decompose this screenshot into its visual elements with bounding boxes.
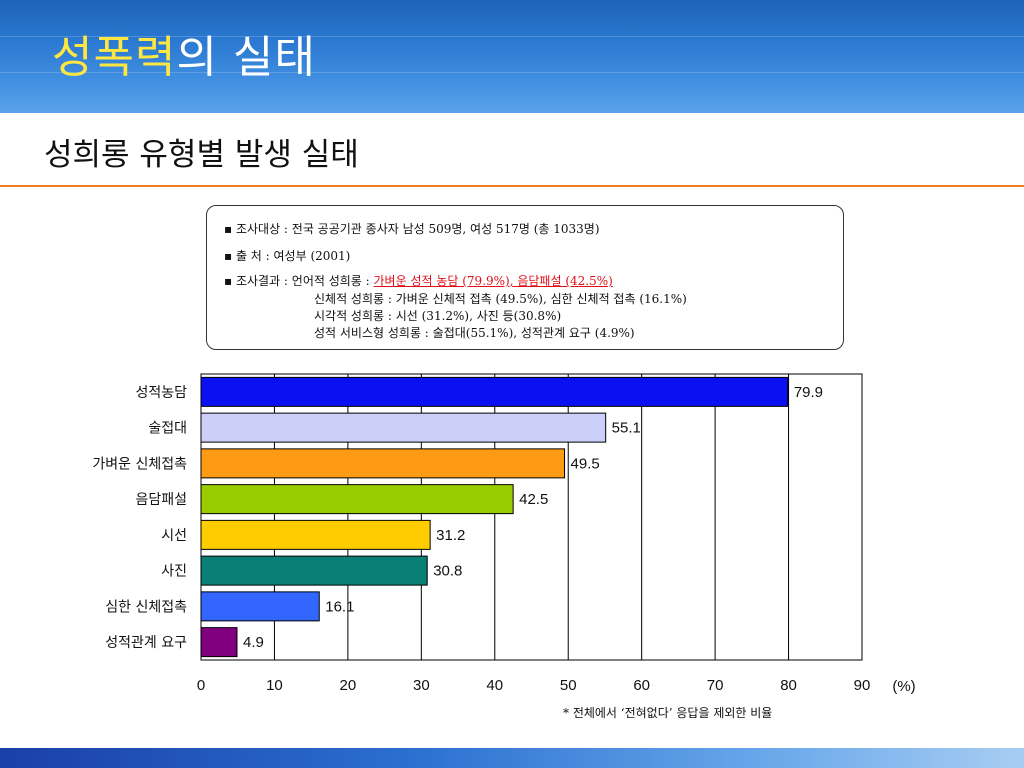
footnote: * 전체에서 ‘전혀없다’ 응답을 제외한 비율 [563,706,773,720]
divider [0,185,1024,187]
bar [200,519,431,550]
bar [200,627,238,658]
info-result-prefix: ▪ 조사결과 : 언어적 성희롱 : [224,274,374,288]
info-survey-target: ▪ 조사대상 : 전국 공공기관 종사자 남성 509명, 여성 517명 (총… [224,222,600,236]
category-label: 사진 [161,564,187,580]
x-unit-label: (%) [892,678,915,695]
bar-value-label: 30.8 [433,563,462,580]
footer-bar [0,748,1024,768]
category-label: 가벼운 신체접촉 [92,456,187,472]
bar-value-label: 42.5 [519,491,548,508]
info-result-physical: 신체적 성희롱 : 가벼운 신체적 접촉 (49.5%), 심한 신체적 접촉 … [314,292,687,306]
x-tick-label: 20 [340,677,357,694]
bar [200,448,566,479]
category-label: 술접대 [148,421,187,437]
chart-grid [273,374,790,660]
section-subtitle: 성희롱 유형별 발생 실태 [44,137,359,173]
bar-value-label: 31.2 [436,527,465,544]
category-label: 성적관계 요구 [105,635,187,651]
info-result-visual: 시각적 성희롱 : 시선 (31.2%), 사진 등(30.8%) [314,309,562,323]
x-tick-label: 10 [266,677,283,694]
bar-value-label: 79.9 [794,384,823,401]
x-tick-label: 90 [854,677,871,694]
x-tick-label: 50 [560,677,577,694]
bar [200,412,607,443]
category-label: 음담패설 [135,492,187,508]
bar [200,555,428,586]
bar-value-label: 4.9 [243,634,264,651]
bar [200,484,514,515]
page-title-rest: 의 실태 [176,32,316,83]
bar [200,376,789,407]
chart-bars [200,376,789,658]
bar-value-label: 49.5 [571,455,600,472]
page-title-highlight: 성폭력 [52,32,177,83]
info-result-service: 성적 서비스형 성희롱 : 술접대(55.1%), 성적관계 요구 (4.9%) [314,326,635,340]
x-tick-label: 70 [707,677,724,694]
info-result-verbal: ▪ 조사결과 : 언어적 성희롱 : 가벼운 성적 농담 (79.9%), 음담… [224,272,613,289]
plot-frame [200,373,863,661]
banner-stripe [0,72,1024,73]
chart-labels: 0 10 20 30 40 50 60 70 80 90 (%) 79.9 성적농담 55.1 술접대 49.… [92,384,915,695]
info-source: ▪ 출 처 : 여성부 (2001) [224,249,351,263]
x-tick-label: 40 [486,677,503,694]
info-result-highlight: 가벼운 성적 농담 (79.9%), 음담패설 (42.5%) [373,274,613,288]
x-tick-label: 0 [197,677,205,694]
header-banner: 성폭력의 실태 [0,0,1024,113]
bar [200,591,320,622]
x-tick-label: 80 [780,677,797,694]
category-label: 시선 [161,528,187,544]
category-label: 심한 신체접촉 [105,599,187,615]
x-tick-label: 60 [633,677,650,694]
banner-stripe [0,36,1024,37]
x-tick-label: 30 [413,677,430,694]
page-title: 성폭력의 실태 [52,30,316,86]
category-label: 성적농담 [135,385,187,401]
survey-info-box: ▪ 조사대상 : 전국 공공기관 종사자 남성 509명, 여성 517명 (총… [206,205,844,350]
bar-value-label: 55.1 [612,420,641,437]
horizontal-bar-chart: 0 10 20 30 40 50 60 70 80 90 (%) 79.9 성적농담 55.1 술접대 49.… [92,373,916,695]
bar-value-label: 16.1 [325,598,354,615]
